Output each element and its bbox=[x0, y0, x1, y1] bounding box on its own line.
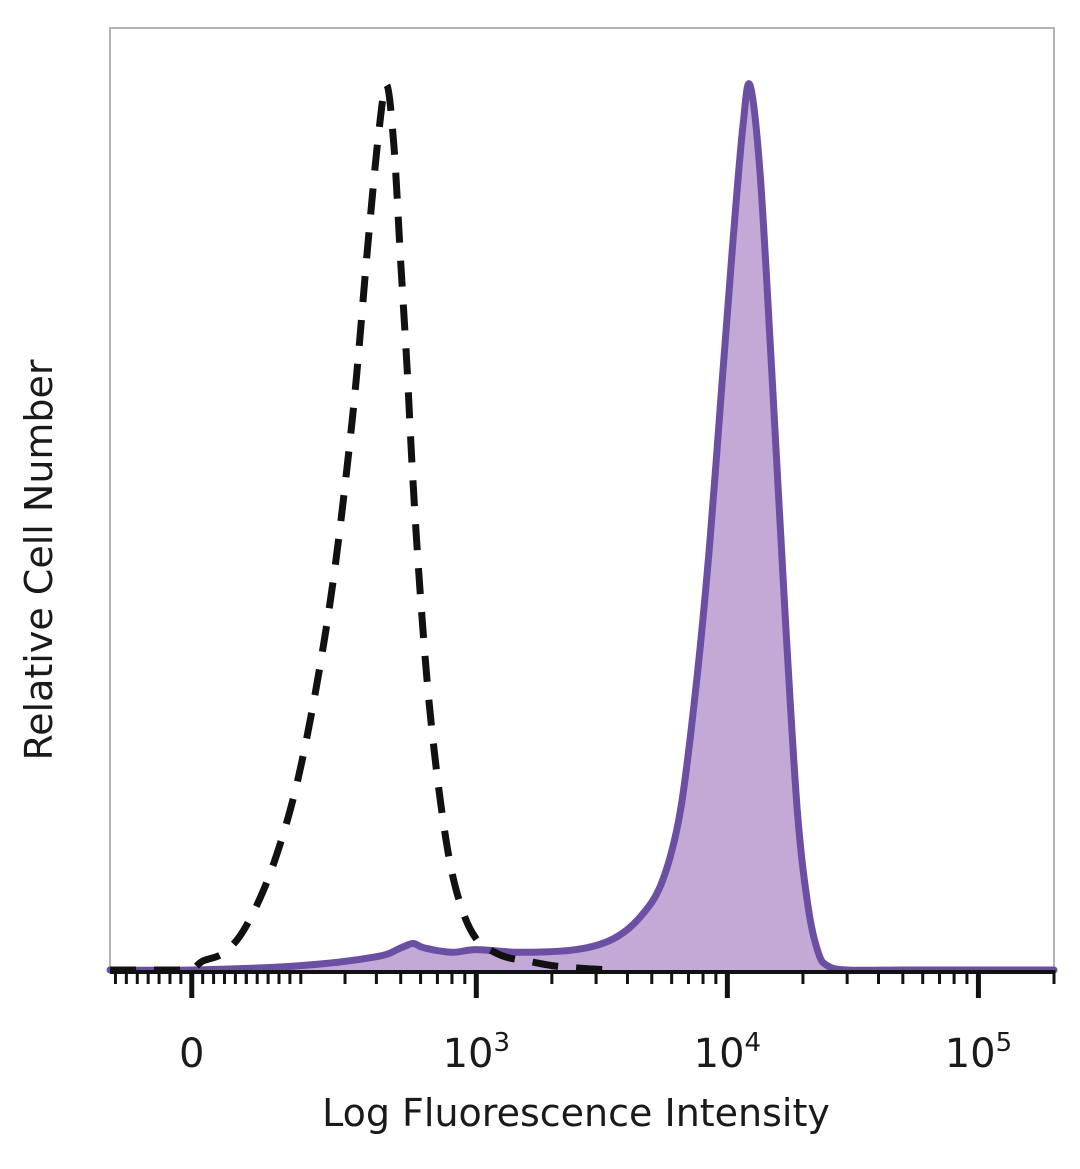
x-axis-title: Log Fluorescence Intensity bbox=[322, 1091, 830, 1135]
x-tick-label: 105 bbox=[945, 1028, 1012, 1077]
series-layer bbox=[106, 80, 1058, 975]
x-tick-label: 104 bbox=[694, 1028, 761, 1077]
x-tick-label: 103 bbox=[443, 1028, 510, 1077]
x-tick-label: 0 bbox=[179, 1031, 204, 1077]
plot-frame bbox=[109, 27, 1055, 973]
x-axis bbox=[110, 970, 1056, 998]
tick-labels: 0 103 104 105 bbox=[179, 1028, 1012, 1077]
control-series-line bbox=[110, 81, 614, 975]
y-axis-title: Relative Cell Number bbox=[17, 359, 61, 760]
stained-series-area bbox=[110, 83, 1054, 971]
stained-series-line bbox=[106, 80, 1058, 974]
